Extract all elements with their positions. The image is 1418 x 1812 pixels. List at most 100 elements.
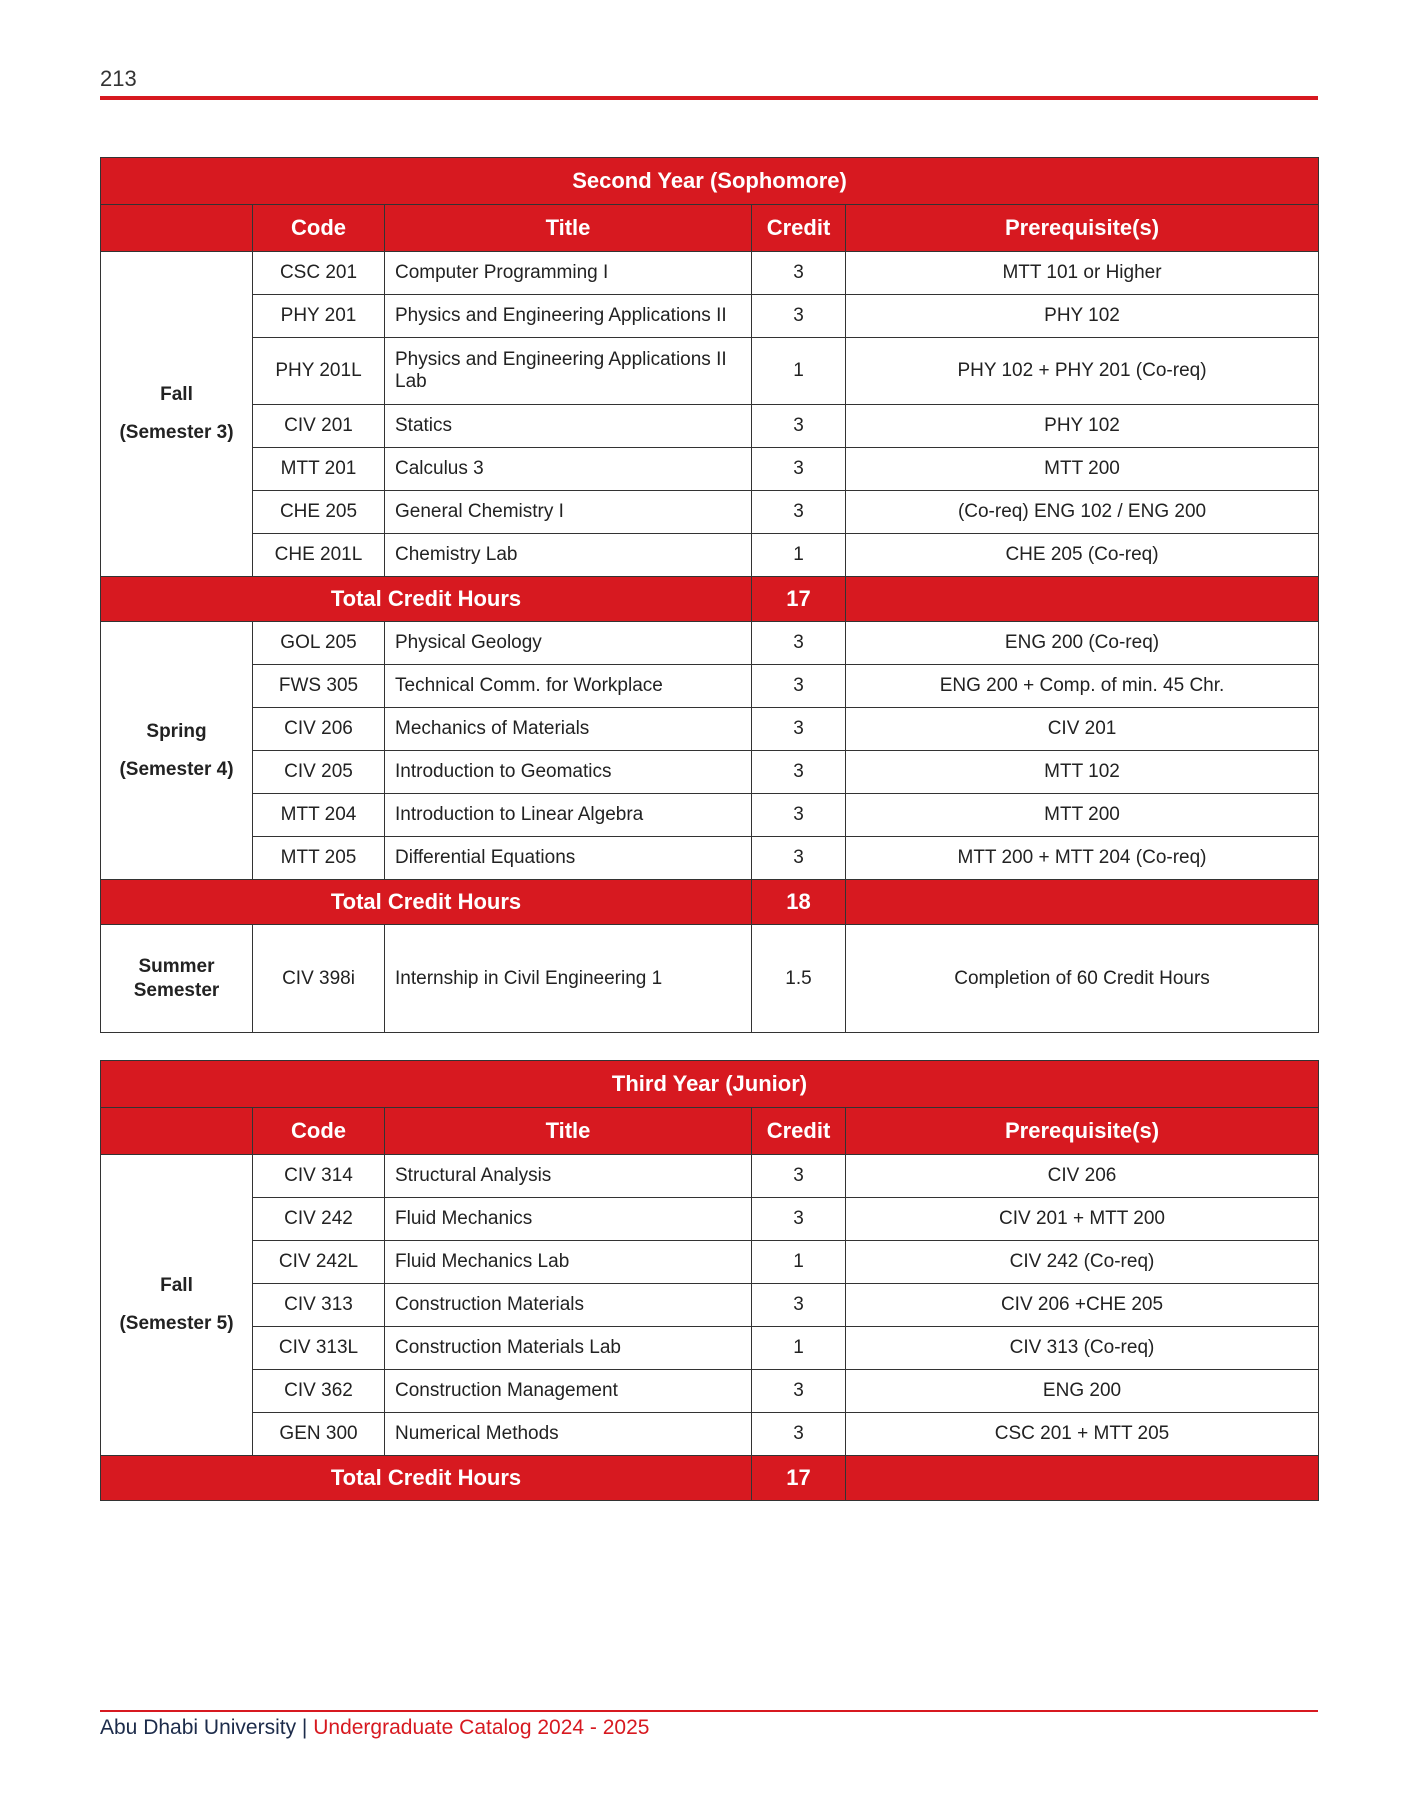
course-credit: 3 <box>751 1412 846 1456</box>
course-prerequisite: CIV 206 +CHE 205 <box>844 1283 1320 1327</box>
header-credit: Credit <box>751 204 846 252</box>
course-prerequisite: MTT 200 <box>844 793 1320 837</box>
course-prerequisite: CIV 242 (Co-req) <box>844 1240 1320 1284</box>
second-year-table: Second Year (Sophomore) Code Title Credit Pr… <box>99 157 1320 1033</box>
course-code: FWS 305 <box>252 664 385 708</box>
course-row: Spring (Semester 4) GOL 205 Physical Geolog… <box>100 621 1320 880</box>
header-semester <box>100 1107 253 1155</box>
course-code: PHY 201L <box>252 337 385 405</box>
course-code: CIV 206 <box>252 707 385 751</box>
course-title: Chemistry Lab <box>384 533 752 577</box>
course-prerequisite: CIV 206 <box>844 1154 1320 1198</box>
course-prerequisite: CIV 313 (Co-req) <box>844 1326 1320 1370</box>
course-code: MTT 205 <box>252 836 385 880</box>
course-row: PHY 201L Physics and Engineering Applicat… <box>101 337 1320 405</box>
course-row: MTT 205 Differential Equations 3 MTT 200 + … <box>101 836 1320 880</box>
course-row: CIV 242L Fluid Mechanics Lab 1 CIV 242 (Co-… <box>101 1240 1320 1284</box>
semester-label: Fall (Semester 3) <box>100 251 253 577</box>
table-title: Third Year (Junior) <box>99 1060 1320 1108</box>
course-title: Construction Materials <box>384 1283 752 1327</box>
header-credit: Credit <box>751 1107 846 1155</box>
semester-label: Fall (Semester 5) <box>100 1154 253 1456</box>
course-title: Introduction to Geomatics <box>384 750 752 794</box>
course-row: CIV 242 Fluid Mechanics 3 CIV 201 + MTT 200 <box>101 1197 1320 1241</box>
course-title: Mechanics of Materials <box>384 707 752 751</box>
course-credit: 3 <box>751 490 846 534</box>
course-title: Calculus 3 <box>384 447 752 491</box>
course-row: CIV 313L Construction Materials Lab 1 CIV 3… <box>101 1326 1320 1370</box>
total-credits: 18 <box>751 879 846 925</box>
course-row: CIV 206 Mechanics of Materials 3 CIV 201 <box>101 707 1320 751</box>
footer-divider <box>100 1710 1318 1712</box>
header-code: Code <box>252 1107 385 1155</box>
course-prerequisite: ENG 200 + Comp. of min. 45 Chr. <box>844 664 1320 708</box>
course-credit: 1 <box>751 1326 846 1370</box>
course-credit: 1.5 <box>751 924 846 1033</box>
course-code: CIV 242L <box>252 1240 385 1284</box>
course-prerequisite: CSC 201 + MTT 205 <box>844 1412 1320 1456</box>
course-title: Fluid Mechanics Lab <box>384 1240 752 1284</box>
course-title: Statics <box>384 404 752 448</box>
header-title: Title <box>384 1107 752 1155</box>
course-prerequisite: ENG 200 <box>844 1369 1320 1413</box>
course-code: MTT 204 <box>252 793 385 837</box>
course-credit: 3 <box>751 1369 846 1413</box>
course-code: MTT 201 <box>252 447 385 491</box>
course-row: CIV 201 Statics 3 PHY 102 <box>101 404 1320 448</box>
semester-number: (Semester 3) <box>119 422 234 443</box>
course-code: GOL 205 <box>252 621 385 665</box>
course-row: GEN 300 Numerical Methods 3 CSC 201 + MTT 2… <box>101 1412 1320 1456</box>
total-credits: 17 <box>751 576 846 622</box>
course-title: General Chemistry I <box>384 490 752 534</box>
course-prerequisite: CIV 201 <box>844 707 1320 751</box>
course-row: CHE 205 General Chemistry I 3 (Co-req) ENG … <box>101 490 1320 534</box>
course-prerequisite: MTT 101 or Higher <box>844 251 1320 295</box>
header-code: Code <box>252 204 385 252</box>
table-title-row: Second Year (Sophomore) <box>99 157 1320 205</box>
total-row: Total Credit Hours 18 <box>100 879 1320 925</box>
course-credit: 3 <box>751 404 846 448</box>
header-semester <box>100 204 253 252</box>
course-credit: 3 <box>751 1283 846 1327</box>
total-row: Total Credit Hours 17 <box>100 576 1320 622</box>
course-code: CIV 313L <box>252 1326 385 1370</box>
course-row: MTT 204 Introduction to Linear Algebra 3 MT… <box>101 793 1320 837</box>
page-number: 213 <box>100 66 137 91</box>
semester-name: Summer <box>138 955 215 977</box>
course-code: CIV 314 <box>252 1154 385 1198</box>
total-empty <box>844 879 1320 925</box>
course-code: CIV 362 <box>252 1369 385 1413</box>
course-title: Technical Comm. for Workplace <box>384 664 752 708</box>
course-code: PHY 201 <box>252 294 385 338</box>
course-title: Physics and Engineering Applications II <box>384 294 752 338</box>
course-prerequisite: MTT 200 <box>844 447 1320 491</box>
header-row: Code Title Credit Prerequisite(s) <box>100 1107 1320 1155</box>
semester-label: Summer Semester <box>100 924 253 1033</box>
total-label: Total Credit Hours <box>100 879 752 925</box>
course-credit: 3 <box>751 1197 846 1241</box>
semester-number: (Semester 5) <box>119 1313 234 1334</box>
course-code: CIV 242 <box>252 1197 385 1241</box>
course-credit: 3 <box>751 750 846 794</box>
course-credit: 1 <box>751 1240 846 1284</box>
course-code: CIV 205 <box>252 750 385 794</box>
course-prerequisite: MTT 102 <box>844 750 1320 794</box>
total-empty <box>844 1455 1320 1501</box>
course-title: Physics and Engineering Applications II … <box>384 337 752 405</box>
course-code: CIV 313 <box>252 1283 385 1327</box>
course-credit: 3 <box>751 621 846 665</box>
semester-name: Spring <box>146 720 207 742</box>
course-credit: 3 <box>751 664 846 708</box>
course-row: CIV 313 Construction Materials 3 CIV 206 +C… <box>101 1283 1320 1327</box>
course-credit: 3 <box>751 447 846 491</box>
header-row: Code Title Credit Prerequisite(s) <box>100 204 1320 252</box>
header-title: Title <box>384 204 752 252</box>
total-label: Total Credit Hours <box>100 576 752 622</box>
course-prerequisite: PHY 102 <box>844 404 1320 448</box>
header-prereq: Prerequisite(s) <box>844 204 1320 252</box>
table-title: Second Year (Sophomore) <box>99 157 1320 205</box>
course-title: Physical Geology <box>384 621 752 665</box>
course-prerequisite: Completion of 60 Credit Hours <box>844 924 1320 1033</box>
course-title: Internship in Civil Engineering 1 <box>384 924 752 1033</box>
course-title: Introduction to Linear Algebra <box>384 793 752 837</box>
